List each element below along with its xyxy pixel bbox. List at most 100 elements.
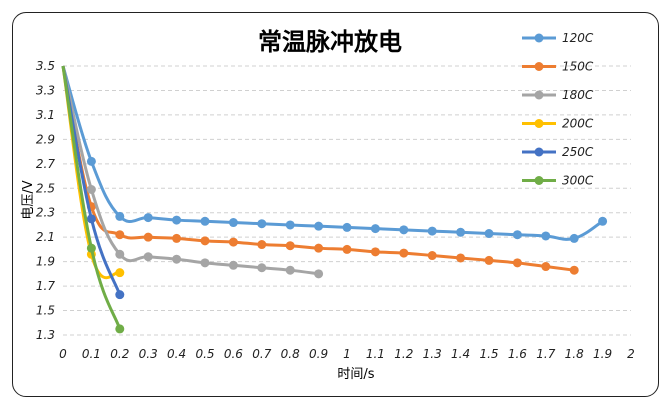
data-point-120C bbox=[512, 230, 522, 240]
series-line-180C bbox=[61, 65, 319, 276]
legend-label: 200C bbox=[562, 117, 594, 131]
data-point-250C bbox=[115, 290, 125, 300]
x-tick-label: 0.4 bbox=[167, 347, 186, 361]
x-tick-label: 1.6 bbox=[508, 347, 527, 361]
data-point-150C bbox=[314, 243, 324, 253]
data-point-250C bbox=[86, 214, 96, 224]
x-tick-label: 1.1 bbox=[366, 347, 385, 361]
data-point-150C bbox=[172, 233, 182, 243]
data-point-180C bbox=[228, 260, 238, 270]
data-point-150C bbox=[143, 232, 153, 242]
data-point-180C bbox=[172, 254, 182, 264]
y-tick-label: 1.7 bbox=[36, 279, 55, 293]
y-tick-label: 3.5 bbox=[36, 59, 55, 73]
x-tick-label: 1.9 bbox=[593, 347, 612, 361]
legend-marker bbox=[534, 62, 544, 71]
data-point-120C bbox=[314, 221, 324, 231]
data-point-150C bbox=[512, 258, 522, 268]
x-tick-label: 0.8 bbox=[281, 347, 300, 361]
y-axis-label: 电压/V bbox=[21, 180, 36, 219]
y-tick-label: 2.5 bbox=[36, 181, 55, 195]
x-tick-label: 0.7 bbox=[252, 347, 271, 361]
data-point-120C bbox=[427, 226, 437, 236]
y-tick-label: 2.1 bbox=[36, 230, 55, 244]
y-tick-label: 2.3 bbox=[36, 206, 55, 220]
data-point-120C bbox=[143, 213, 153, 223]
data-point-150C bbox=[399, 248, 409, 258]
y-tick-label: 2.7 bbox=[36, 157, 55, 171]
data-point-120C bbox=[228, 218, 238, 228]
data-point-120C bbox=[200, 216, 210, 226]
x-tick-label: 0.2 bbox=[110, 347, 129, 361]
data-point-120C bbox=[399, 225, 409, 235]
y-tick-label: 1.5 bbox=[36, 304, 55, 318]
data-point-300C bbox=[115, 324, 125, 334]
legend-label: 250C bbox=[562, 145, 594, 159]
x-tick-label: 1.4 bbox=[451, 347, 470, 361]
series-line-120C bbox=[61, 65, 604, 241]
data-point-120C bbox=[598, 216, 608, 226]
legend-marker bbox=[534, 119, 544, 128]
y-tick-label: 1.3 bbox=[36, 328, 55, 342]
data-point-150C bbox=[285, 241, 295, 251]
x-tick-label: 0.5 bbox=[195, 347, 214, 361]
y-tick-label: 3.1 bbox=[36, 108, 55, 122]
x-tick-label: 1.2 bbox=[394, 347, 413, 361]
data-point-180C bbox=[257, 263, 267, 273]
legend-label: 120C bbox=[562, 31, 594, 45]
data-point-150C bbox=[456, 253, 466, 263]
legend-marker bbox=[534, 33, 544, 43]
data-point-120C bbox=[456, 227, 466, 237]
data-point-150C bbox=[484, 255, 494, 265]
data-point-180C bbox=[115, 249, 125, 259]
data-point-180C bbox=[200, 258, 210, 268]
data-point-120C bbox=[541, 231, 551, 241]
data-point-150C bbox=[342, 244, 352, 254]
data-point-120C bbox=[569, 233, 579, 243]
data-point-120C bbox=[86, 156, 96, 166]
x-tick-label: 1 bbox=[343, 347, 351, 361]
data-point-150C bbox=[200, 236, 210, 246]
legend-label: 300C bbox=[562, 174, 594, 188]
data-point-150C bbox=[541, 262, 551, 272]
legend-marker bbox=[534, 147, 544, 157]
data-point-120C bbox=[115, 211, 125, 221]
legend-marker bbox=[534, 90, 544, 100]
data-point-150C bbox=[228, 237, 238, 247]
legend-label: 150C bbox=[562, 60, 594, 74]
y-tick-label: 1.9 bbox=[36, 255, 55, 269]
legend-marker bbox=[534, 176, 544, 185]
x-tick-label: 1.3 bbox=[423, 347, 442, 361]
x-tick-label: 1.7 bbox=[536, 347, 555, 361]
series-line-150C bbox=[61, 65, 575, 272]
data-point-150C bbox=[569, 265, 579, 275]
data-point-180C bbox=[86, 184, 96, 194]
x-tick-label: 0.3 bbox=[139, 347, 158, 361]
data-point-120C bbox=[285, 220, 295, 230]
x-tick-label: 0.9 bbox=[309, 347, 328, 361]
data-point-120C bbox=[257, 219, 267, 229]
data-point-150C bbox=[370, 247, 380, 257]
data-point-300C bbox=[86, 243, 96, 253]
data-point-150C bbox=[257, 240, 267, 250]
data-point-120C bbox=[172, 215, 182, 225]
data-point-180C bbox=[314, 269, 324, 279]
data-point-120C bbox=[484, 229, 494, 239]
series-line-300C bbox=[61, 65, 122, 330]
data-point-200C bbox=[115, 268, 125, 278]
x-axis-label: 时间/s bbox=[337, 367, 374, 382]
data-point-120C bbox=[342, 222, 352, 232]
x-tick-label: 0 bbox=[59, 347, 67, 361]
legend-label: 180C bbox=[562, 88, 594, 102]
x-tick-label: 0.1 bbox=[82, 347, 101, 361]
data-point-180C bbox=[143, 252, 153, 262]
x-tick-label: 1.5 bbox=[479, 347, 498, 361]
x-tick-label: 1.8 bbox=[565, 347, 584, 361]
y-tick-label: 3.3 bbox=[36, 83, 55, 97]
data-point-150C bbox=[115, 230, 125, 240]
data-point-180C bbox=[285, 265, 295, 275]
data-point-120C bbox=[370, 224, 380, 234]
x-tick-label: 0.6 bbox=[224, 347, 243, 361]
x-tick-label: 2 bbox=[627, 347, 635, 361]
